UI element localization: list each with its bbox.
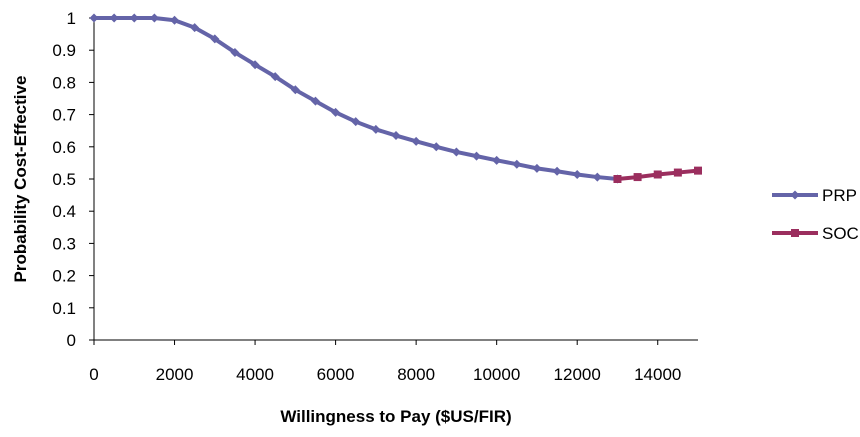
data-point-prp	[431, 142, 441, 152]
x-tick-label: 8000	[397, 365, 435, 384]
data-point-soc	[633, 173, 642, 182]
x-tick-label: 2000	[156, 365, 194, 384]
data-point-prp	[371, 124, 381, 134]
legend-label-soc: SOC	[822, 224, 859, 243]
y-tick-label: 0.4	[52, 202, 76, 221]
legend-label-prp: PRP	[822, 186, 857, 205]
y-tick-label: 0.6	[52, 138, 76, 157]
x-axis-title: Willingness to Pay ($US/FIR)	[280, 407, 511, 426]
data-point-prp	[512, 159, 522, 169]
data-point-prp	[109, 13, 119, 23]
data-point-prp	[210, 34, 220, 44]
x-tick-label: 6000	[317, 365, 355, 384]
y-tick-label: 0.9	[52, 41, 76, 60]
data-point-prp	[391, 131, 401, 141]
data-point-prp	[351, 117, 361, 127]
data-point-prp	[230, 47, 240, 57]
data-point-prp	[492, 155, 502, 165]
x-tick-label: 12000	[554, 365, 601, 384]
ticks: 0 2000 4000 6000 8000 10000 12000 14000 0 0.1 0.2 0…	[52, 9, 681, 384]
x-tick-label: 10000	[473, 365, 520, 384]
legend: PRP SOC	[772, 186, 859, 243]
data-point-prp	[572, 169, 582, 179]
y-tick-label: 0.5	[52, 170, 76, 189]
data-point-prp	[411, 136, 421, 146]
data-point-soc	[653, 170, 662, 179]
data-point-prp	[552, 166, 562, 176]
data-point-soc	[694, 166, 702, 175]
y-tick-label: 1	[67, 9, 76, 28]
x-tick-label: 14000	[634, 365, 681, 384]
data-point-prp	[472, 151, 482, 161]
y-tick-label: 0.1	[52, 299, 76, 318]
y-tick-label: 0.3	[52, 234, 76, 253]
data-point-prp	[170, 15, 180, 25]
x-tick-label: 0	[89, 365, 98, 384]
legend-marker-prp	[790, 190, 800, 200]
data-point-prp	[290, 85, 300, 95]
data-point-soc	[613, 175, 622, 183]
data-point-prp	[532, 163, 542, 173]
y-axis-title: Probability Cost-Effective	[11, 76, 30, 283]
series	[89, 13, 702, 184]
data-point-soc	[673, 168, 682, 177]
legend-marker-soc	[791, 229, 799, 237]
data-point-prp	[190, 23, 200, 33]
series-line-prp	[92, 16, 620, 181]
data-point-prp	[592, 172, 602, 182]
y-tick-label: 0.8	[52, 73, 76, 92]
data-point-prp	[270, 72, 280, 82]
x-tick-label: 4000	[236, 365, 274, 384]
data-point-prp	[129, 13, 139, 23]
data-point-prp	[331, 107, 341, 117]
data-point-prp	[451, 147, 461, 157]
y-tick-label: 0.7	[52, 106, 76, 125]
y-tick-label: 0	[67, 331, 76, 350]
data-point-prp	[250, 60, 260, 70]
y-tick-label: 0.2	[52, 267, 76, 286]
data-point-prp	[89, 13, 99, 23]
data-point-prp	[149, 13, 159, 23]
data-point-prp	[310, 96, 320, 106]
